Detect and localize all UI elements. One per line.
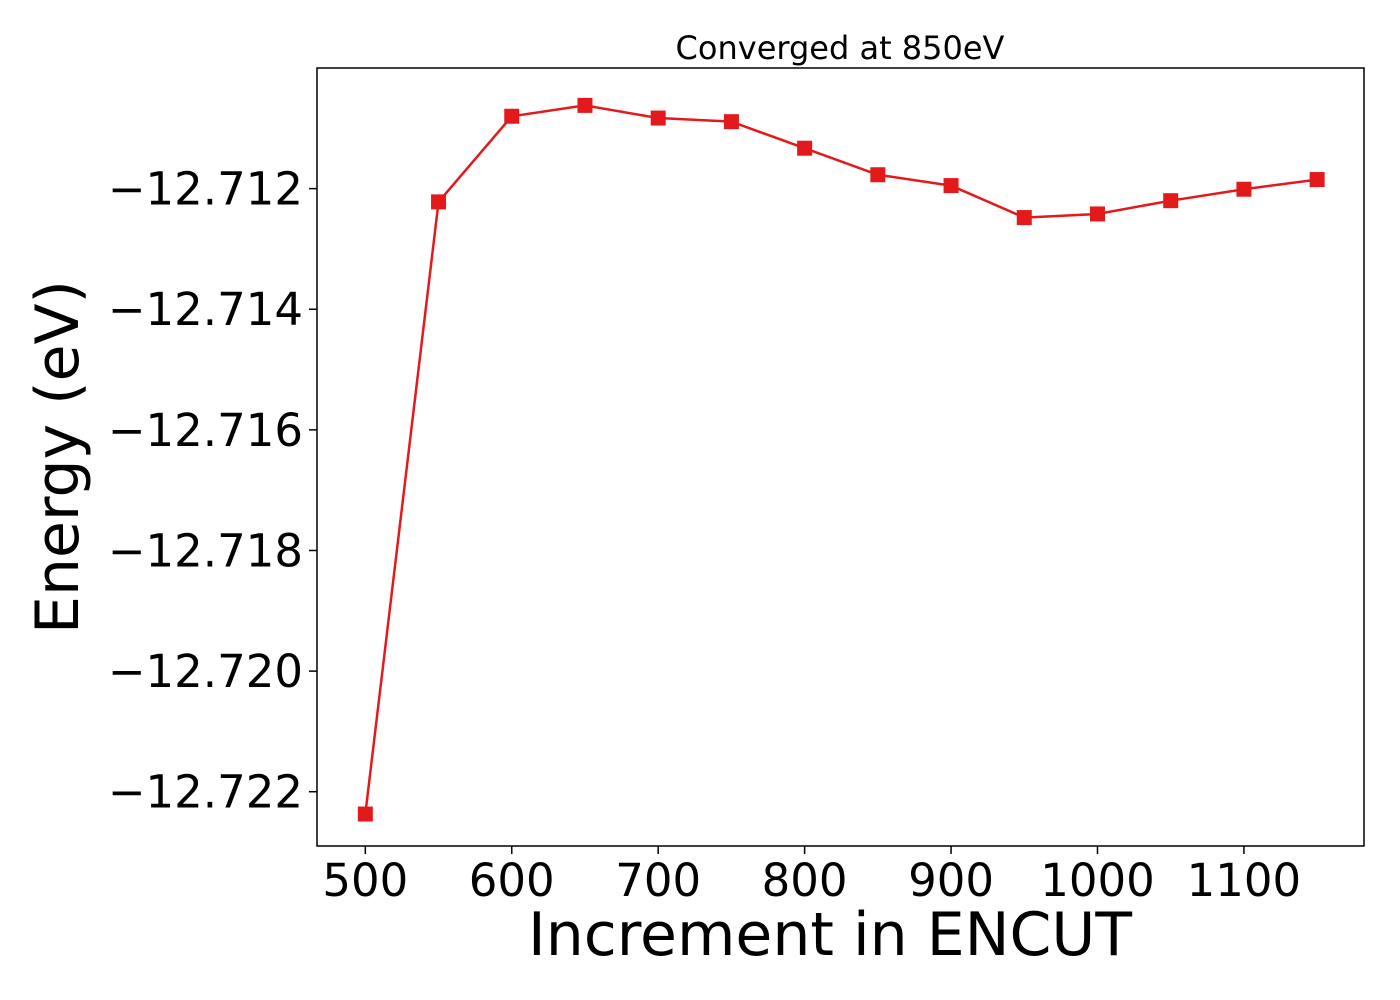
x-tick-label: 700	[615, 854, 701, 907]
x-tick-label: 900	[908, 854, 994, 907]
y-axis: −12.722 −12.720 −12.718 −12.716 −12.714 −12.7…	[108, 163, 317, 819]
data-point-marker	[1089, 206, 1105, 222]
data-point-marker	[1309, 172, 1325, 188]
data-point-marker	[1236, 181, 1252, 197]
data-point-marker	[577, 97, 593, 113]
data-point-marker	[870, 167, 886, 183]
data-point-marker	[1163, 193, 1179, 209]
x-tick-label: 800	[762, 854, 848, 907]
x-tick-label: 1100	[1187, 854, 1302, 907]
data-point-marker	[431, 194, 447, 210]
y-tick-label: −12.720	[108, 645, 303, 698]
y-tick-label: −12.714	[108, 283, 303, 336]
series-line	[364, 104, 1318, 815]
x-tick-label: 500	[322, 854, 408, 907]
data-point-marker	[1016, 210, 1032, 226]
y-tick-label: −12.718	[108, 524, 303, 577]
data-point-marker	[943, 178, 959, 194]
data-point-marker	[797, 140, 813, 156]
x-tick-label: 1000	[1040, 854, 1155, 907]
x-axis: 500 600 700 800 900 1000 1100	[322, 846, 1301, 907]
data-point-marker	[357, 806, 373, 822]
data-point-marker	[650, 110, 666, 126]
series-layer	[357, 97, 1325, 822]
y-tick-label: −12.716	[108, 404, 303, 457]
y-tick-label: −12.712	[108, 163, 303, 216]
chart-title: Converged at 850eV	[676, 29, 1005, 67]
data-point-marker	[723, 114, 739, 130]
x-axis-label: Increment in ENCUT	[528, 900, 1132, 970]
y-tick-label: −12.722	[108, 766, 303, 819]
x-tick-label: 600	[469, 854, 555, 907]
data-point-marker	[504, 108, 520, 124]
plot-area-frame	[316, 67, 1365, 847]
y-axis-label: Energy (eV)	[23, 280, 93, 634]
